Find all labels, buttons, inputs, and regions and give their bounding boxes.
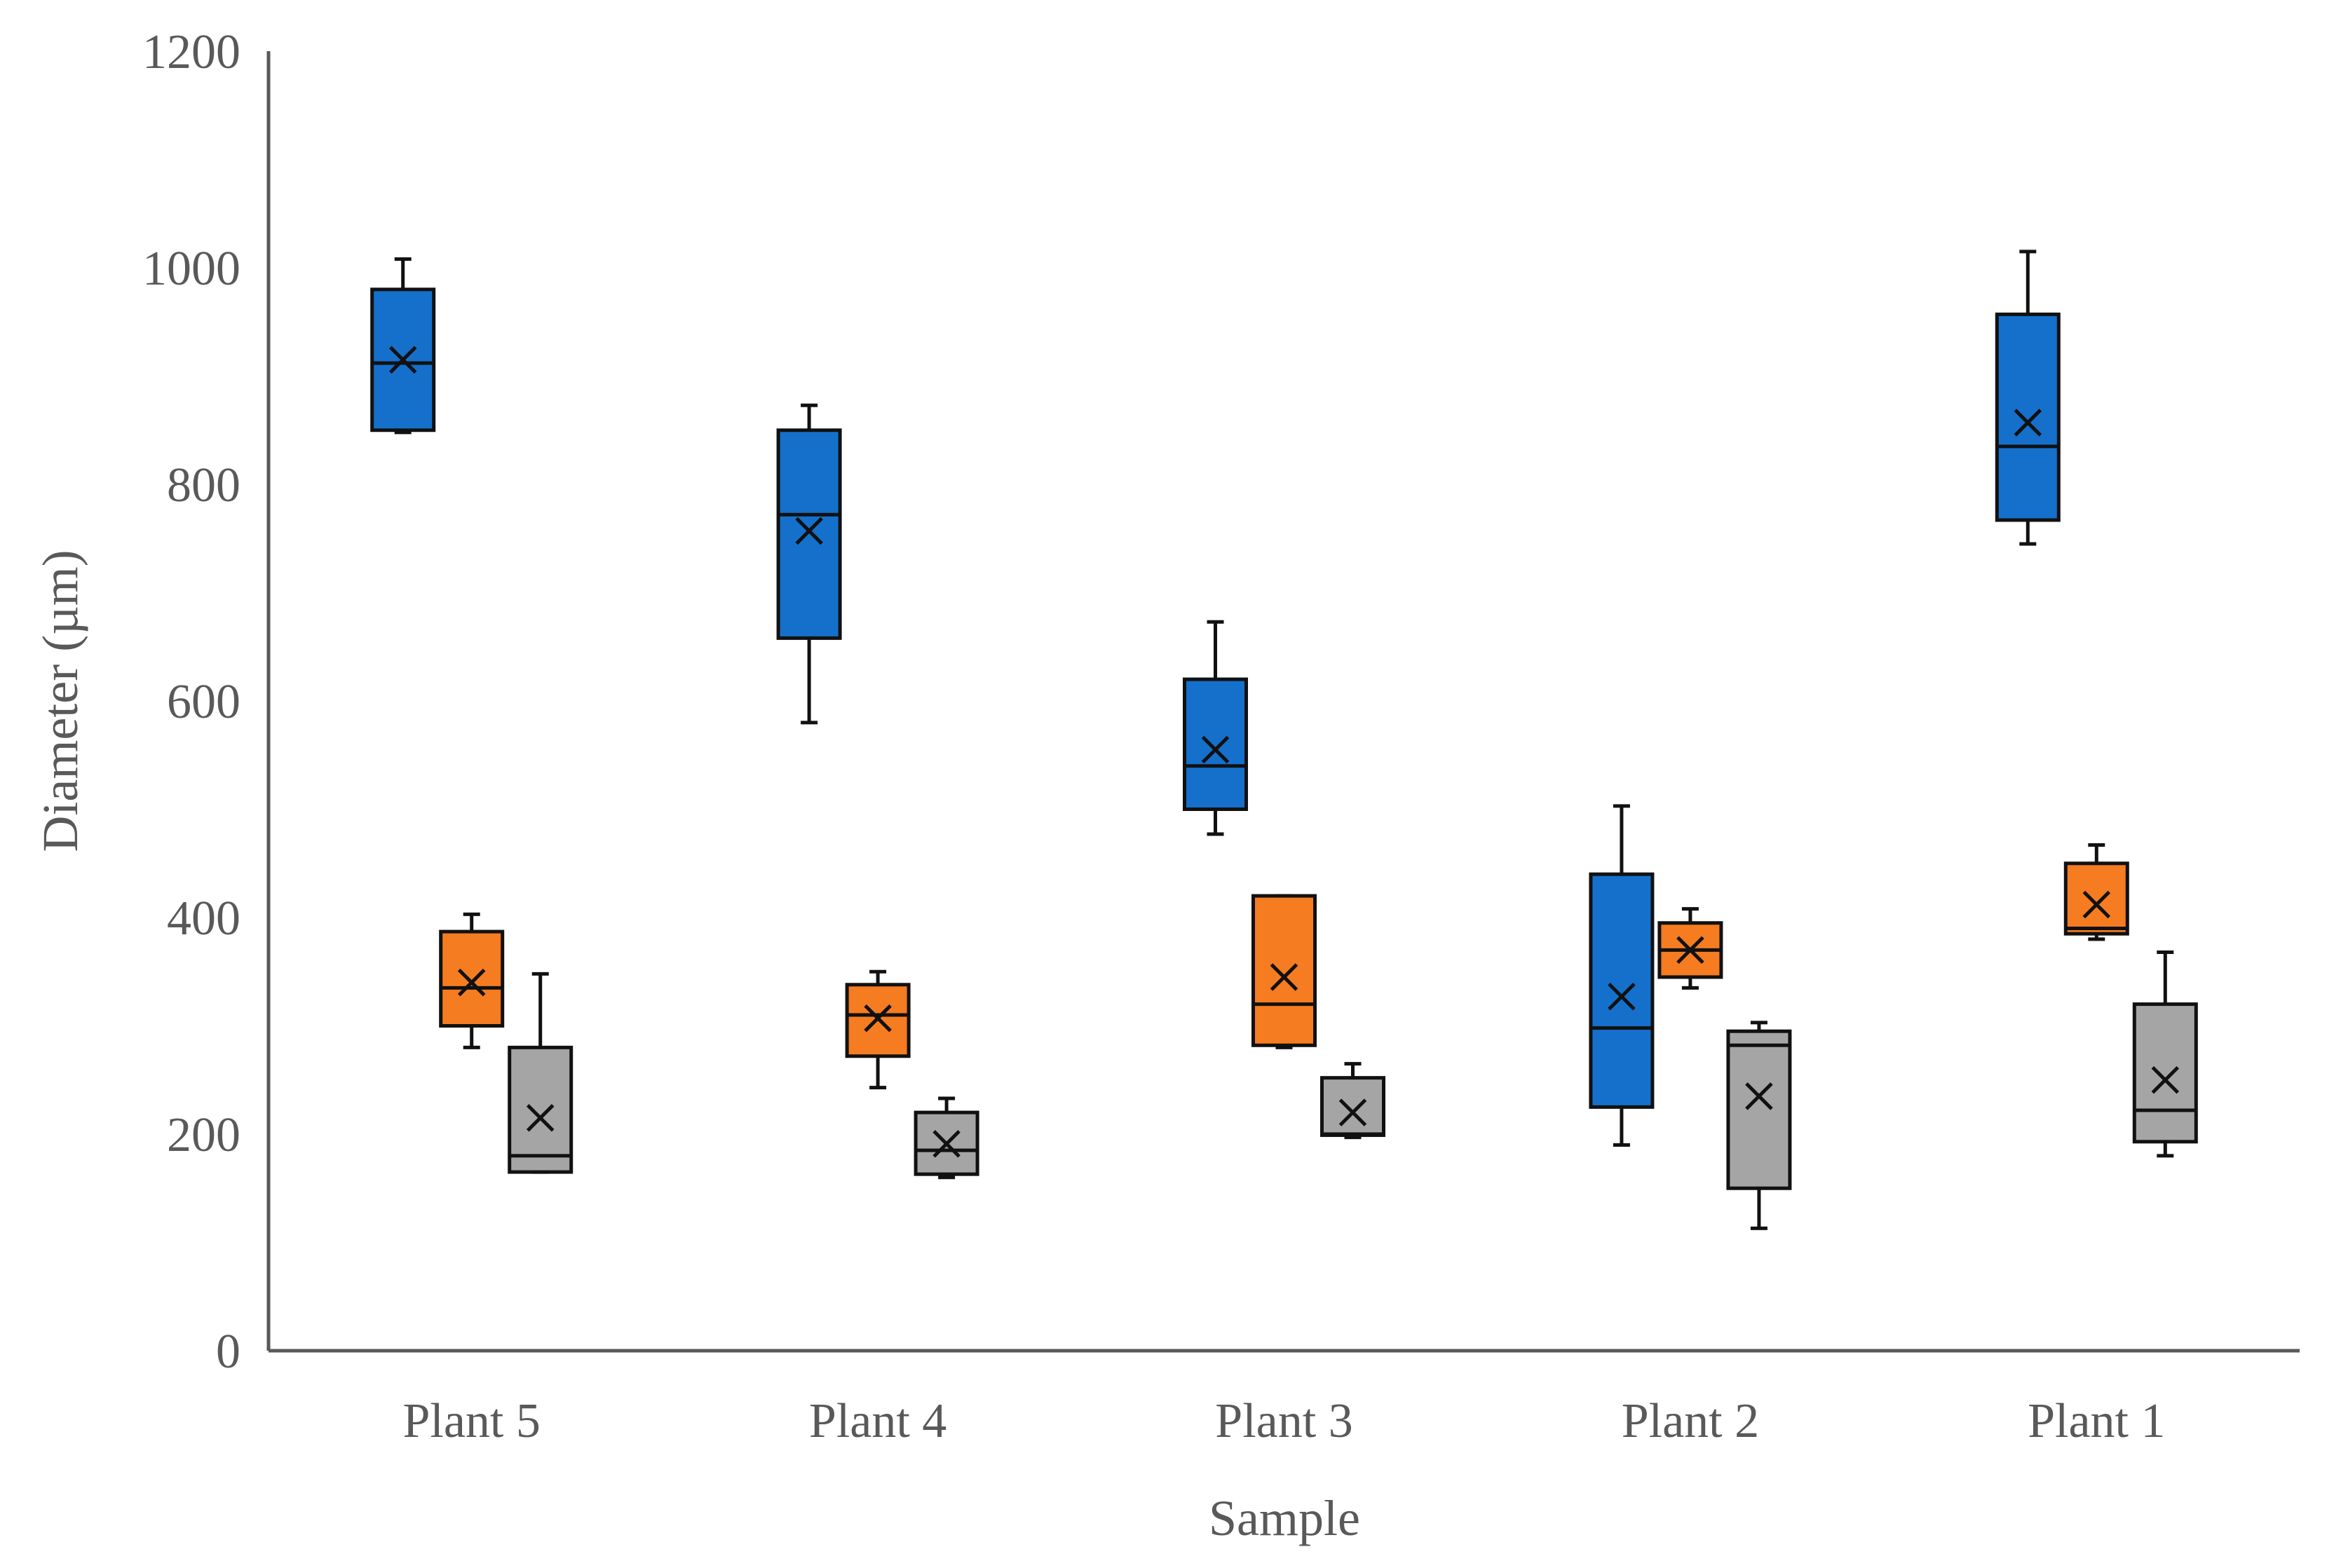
iqr-box: [439, 929, 505, 1028]
y-tick-label: 400: [167, 892, 240, 946]
mean-marker: [1676, 936, 1704, 964]
mean-marker: [526, 1104, 555, 1132]
iqr-box: [1726, 1029, 1792, 1190]
iqr-box: [2132, 1002, 2198, 1144]
iqr-box: [1995, 312, 2061, 522]
y-tick-labels: 0 200 400 600 800 1000 1200: [142, 25, 240, 1379]
x-tick-label: Plant 4: [809, 1394, 947, 1448]
mean-marker: [864, 1004, 892, 1032]
box-1-4: [1589, 804, 1655, 1147]
mean-marker: [1608, 983, 1636, 1011]
box-2-3: [1251, 894, 1317, 1049]
box-3-3: [1320, 1062, 1385, 1140]
box-series: [370, 250, 2198, 1230]
axes: [266, 51, 2300, 1353]
mean-marker: [1270, 963, 1298, 991]
iqr-box: [2063, 861, 2129, 936]
mean-marker: [1745, 1082, 1773, 1110]
mean-marker: [795, 517, 823, 545]
box-3-4: [1726, 1021, 1792, 1230]
x-tick-label: Plant 1: [2028, 1394, 2165, 1448]
iqr-box: [370, 287, 436, 432]
y-axis-title: Diameter (µm): [32, 550, 88, 852]
x-axis-title: Sample: [1209, 1490, 1360, 1546]
box-3-1: [508, 972, 574, 1174]
x-tick-label: Plant 5: [402, 1394, 540, 1448]
box-2-5: [2063, 843, 2129, 941]
iqr-box: [1251, 894, 1317, 1047]
iqr-box: [1589, 872, 1655, 1109]
mean-marker: [457, 968, 486, 997]
iqr-box: [1320, 1076, 1385, 1138]
box-1-1: [370, 257, 436, 435]
x-tick-label: Plant 3: [1215, 1394, 1352, 1448]
box-1-2: [776, 403, 842, 725]
y-tick-label: 800: [167, 458, 240, 512]
mean-marker: [1201, 735, 1230, 764]
x-tick-label: Plant 2: [1622, 1394, 1759, 1448]
mean-marker: [932, 1130, 961, 1158]
box-1-3: [1183, 620, 1248, 836]
mean-marker: [1338, 1098, 1367, 1126]
box-2-1: [439, 912, 505, 1049]
mean-marker: [2151, 1065, 2180, 1094]
mean-marker: [388, 346, 417, 374]
mean-marker: [2014, 409, 2042, 437]
x-tick-labels: Plant 5 Plant 4 Plant 3 Plant 2 Plant 1: [402, 1394, 2165, 1448]
iqr-box: [1183, 677, 1248, 811]
box-3-5: [2132, 950, 2198, 1158]
y-tick-label: 1200: [142, 25, 240, 79]
box-2-4: [1657, 907, 1723, 990]
box-2-2: [845, 969, 911, 1090]
box-3-2: [914, 1096, 979, 1180]
y-tick-label: 600: [167, 675, 240, 729]
iqr-box: [508, 1045, 574, 1174]
y-tick-label: 0: [216, 1325, 240, 1379]
iqr-box: [776, 428, 842, 640]
mean-marker: [2082, 890, 2111, 919]
y-tick-label: 200: [167, 1108, 240, 1162]
box-1-5: [1995, 250, 2061, 546]
y-tick-label: 1000: [142, 242, 240, 296]
